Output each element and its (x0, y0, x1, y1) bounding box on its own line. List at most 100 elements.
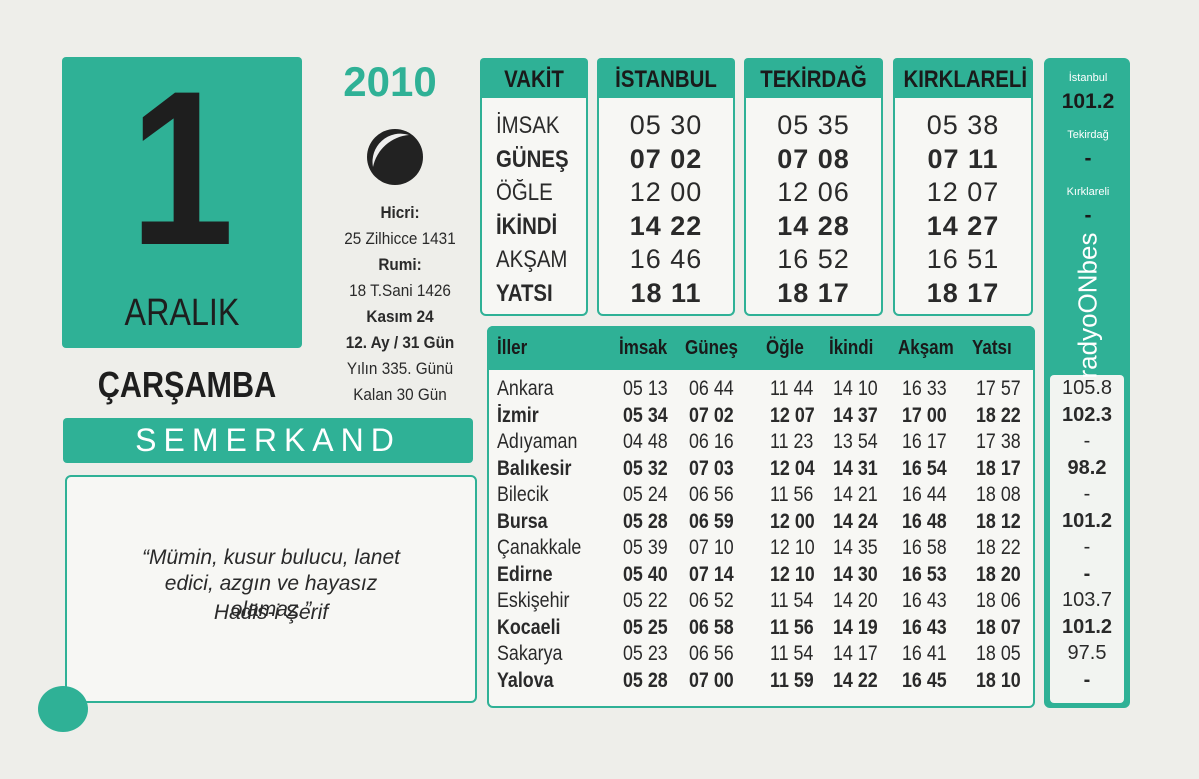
prayer-name: ÖĞLE (496, 179, 553, 206)
column-header: Akşam (898, 337, 954, 359)
time: 05 28 (623, 509, 668, 533)
time: 16 41 (902, 642, 947, 665)
time: 14 17 (833, 642, 878, 665)
prayer-name: GÜNEŞ (496, 145, 569, 173)
weekday: ÇARŞAMBA (97, 364, 277, 405)
radio-freq: 102.3 (1061, 403, 1113, 426)
time: 05 35 (777, 110, 850, 140)
time: 12 06 (777, 177, 850, 207)
radio-freq: 98.2 (1067, 456, 1107, 479)
quote-source: Hadis-i Şerif (213, 601, 329, 624)
day-panel (62, 57, 302, 348)
time: 04 48 (623, 430, 668, 453)
time: 14 30 (833, 562, 878, 586)
column-header: İmsak (619, 337, 668, 359)
radio-freq: - (1083, 483, 1091, 505)
column-box (744, 98, 883, 316)
day-of-year: Yılın 335. Günü (346, 359, 454, 378)
time: 12 04 (770, 456, 815, 480)
time: 12 00 (770, 509, 815, 533)
time: 12 07 (770, 403, 815, 427)
time: 16 46 (629, 244, 703, 274)
radio-list-bg (1050, 375, 1124, 703)
time: 18 12 (976, 509, 1021, 533)
time: 07 14 (689, 562, 734, 586)
column-header-bg (597, 58, 735, 100)
time: 05 24 (623, 483, 668, 506)
time: 14 22 (833, 668, 878, 692)
prayer-name: İMSAK (496, 112, 560, 139)
cities-box (487, 326, 1035, 708)
time: 11 59 (770, 668, 814, 692)
quote-box: “Mümin, kusur bulucu, lanet edici, azgın… (65, 475, 477, 703)
column-header: İSTANBUL (615, 66, 717, 93)
time: 07 11 (927, 143, 999, 174)
time: 16 51 (926, 244, 1000, 274)
prayer-name: YATSI (496, 279, 553, 307)
month-days: 12. Ay / 31 Gün (345, 333, 455, 352)
column-box (597, 98, 735, 316)
time: 07 00 (689, 668, 734, 692)
city: Balıkesir (497, 456, 572, 480)
time: 11 54 (770, 642, 814, 665)
column-box (893, 98, 1033, 316)
time: 14 31 (833, 456, 878, 480)
time: 07 10 (689, 536, 734, 559)
time: 16 52 (777, 244, 850, 274)
radio-freq: 105.8 (1061, 377, 1113, 399)
time: 12 10 (770, 562, 815, 586)
time: 06 52 (689, 589, 734, 612)
hicri-label: Hicri: (380, 203, 420, 222)
time: 16 53 (902, 562, 947, 586)
time: 18 17 (777, 277, 850, 308)
time: 16 44 (902, 483, 947, 506)
time: 11 44 (770, 377, 814, 400)
remaining: Kalan 30 Gün (353, 385, 447, 404)
cities-header-bg (487, 326, 1035, 370)
column-header: KIRKLARELİ (903, 66, 1028, 93)
column-header: VAKİT (504, 66, 564, 93)
moon-icon (367, 129, 423, 185)
time: 06 44 (689, 377, 734, 400)
time: 18 20 (976, 562, 1021, 586)
radio-freq: - (1083, 562, 1091, 585)
brand: SEMERKAND (63, 418, 473, 463)
month: ARALIK (124, 292, 240, 334)
radio-freq: - (1084, 147, 1092, 170)
time: 11 23 (770, 430, 814, 453)
time: 06 16 (689, 430, 734, 453)
time: 05 30 (629, 110, 703, 140)
radio-freq: 101.2 (1061, 615, 1113, 638)
city: Yalova (497, 668, 554, 692)
time: 06 58 (689, 615, 734, 639)
time: 05 40 (623, 562, 668, 586)
quote-text: “Mümin, kusur bulucu, lanet edici, azgın… (142, 546, 400, 621)
time: 14 22 (629, 210, 703, 241)
city: Çanakkale (497, 536, 582, 559)
radio-brand-wrap: radyoONbes (1045, 232, 1131, 378)
time: 16 54 (902, 456, 947, 480)
time: 07 03 (689, 456, 734, 480)
time: 16 45 (902, 668, 947, 692)
radio-freq: - (1083, 430, 1091, 452)
time: 11 54 (770, 589, 814, 612)
column-header: TEKİRDAĞ (760, 66, 867, 93)
kasim: Kasım 24 (366, 307, 434, 326)
column-header: Öğle (766, 337, 804, 359)
time: 05 38 (926, 110, 1000, 140)
logo (38, 686, 88, 732)
column-header-bg (744, 58, 883, 100)
time: 05 32 (623, 456, 668, 480)
time: 14 27 (926, 210, 1000, 241)
time: 07 02 (629, 143, 703, 174)
time: 11 56 (770, 615, 814, 639)
radio-freq: 103.7 (1061, 589, 1113, 611)
time: 16 48 (902, 509, 947, 533)
column-header: Güneş (685, 337, 738, 359)
radio-freq: - (1083, 668, 1091, 691)
time: 14 28 (777, 210, 850, 241)
rumi: 18 T.Sani 1426 (349, 281, 451, 300)
time: 05 28 (623, 668, 668, 692)
info: Hicri: 25 Zilhicce 1431 Rumi: 18 T.Sani … (328, 200, 472, 408)
